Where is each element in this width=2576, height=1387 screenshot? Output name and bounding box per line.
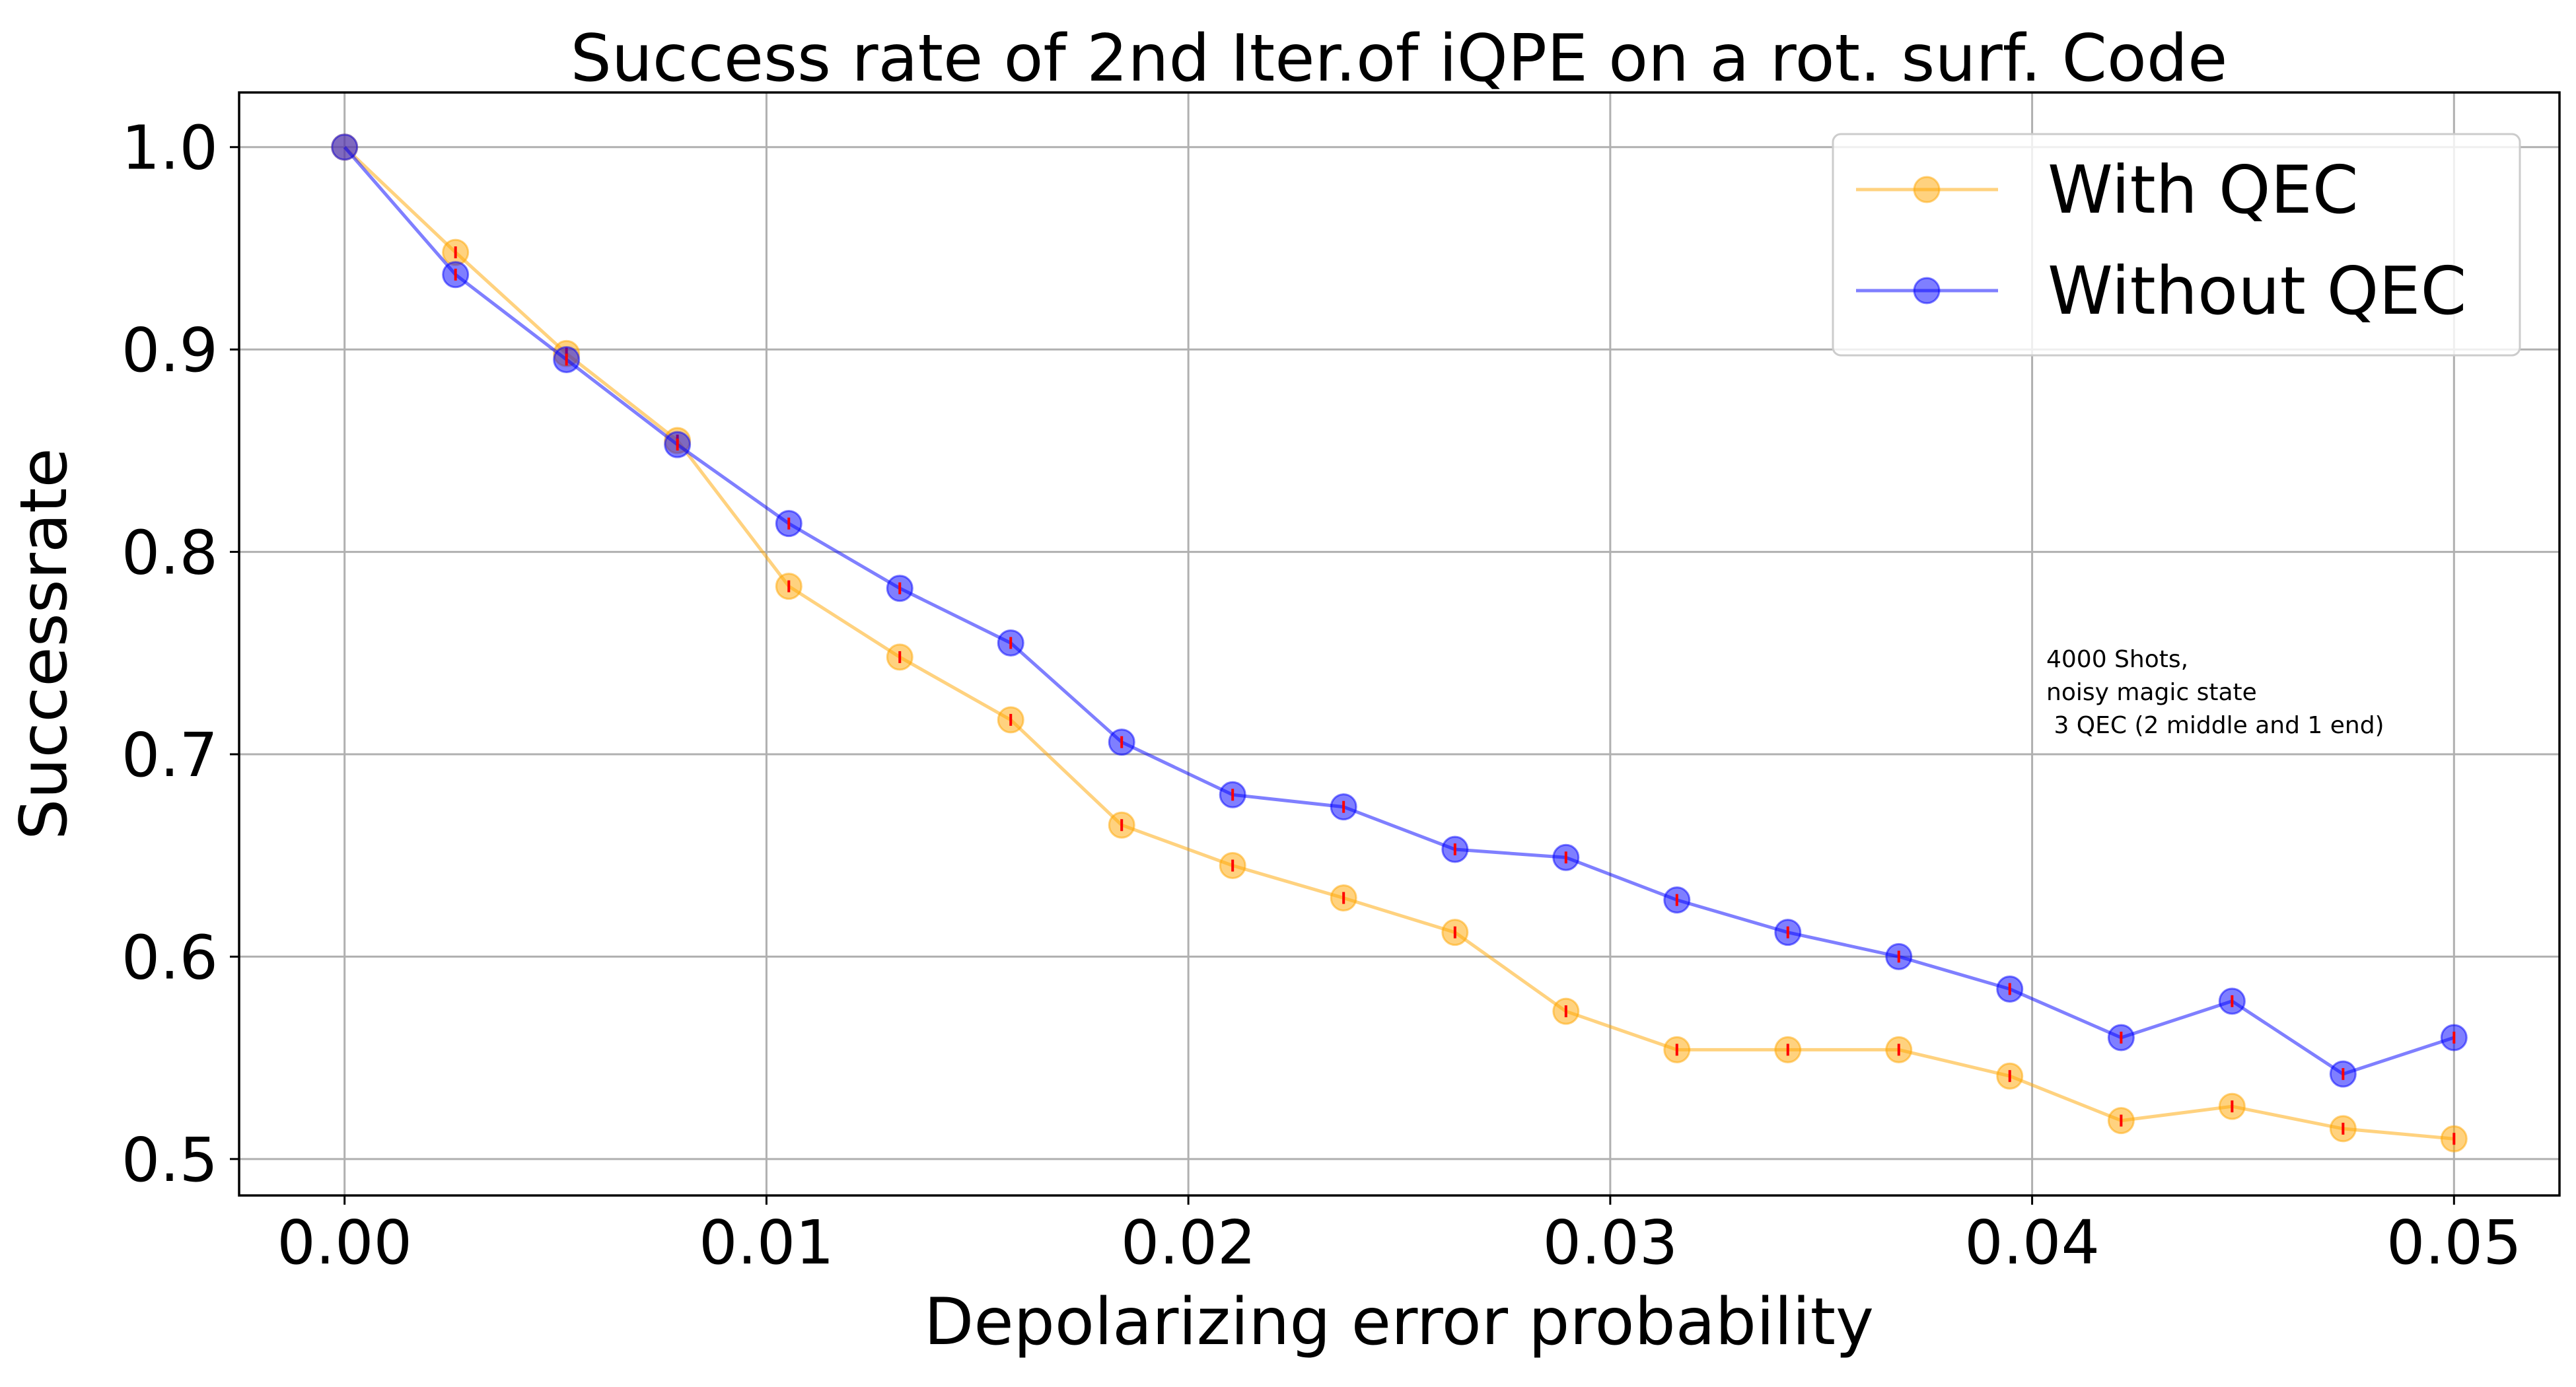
y-axis-label: Successrate <box>7 448 82 840</box>
y-tick-label: 1.0 <box>122 113 218 184</box>
legend-marker-with-qec <box>1913 176 1941 203</box>
legend-label-with-qec: With QEC <box>2048 151 2359 229</box>
data-point <box>331 133 359 161</box>
x-tick-label: 0.01 <box>699 1207 834 1278</box>
x-tick-label: 0.04 <box>1964 1207 2100 1278</box>
annotation-line: 3 QEC (2 middle and 1 end) <box>2046 712 2384 739</box>
annotation: 4000 Shots, noisy magic state 3 QEC (2 m… <box>2046 646 2384 739</box>
x-tick-label: 0.05 <box>2386 1207 2522 1278</box>
series-1 <box>331 133 2468 1088</box>
annotation-line: noisy magic state <box>2046 679 2257 706</box>
legend-frame <box>1832 133 2521 357</box>
series-layer <box>331 133 2468 1153</box>
ticks: 0.00 0.01 0.02 0.03 0.04 0.05 0.5 0.6 0.7 0.8 0.9 1… <box>122 113 2522 1278</box>
series-line <box>343 146 2455 1076</box>
y-tick-label: 0.6 <box>122 922 218 993</box>
y-tick-label: 0.8 <box>122 518 218 588</box>
series-line <box>343 145 2454 1141</box>
legend-label-without-qec: Without QEC <box>2048 252 2466 330</box>
annotation-line: 4000 Shots, <box>2046 646 2188 673</box>
plot-frame <box>238 91 2561 1197</box>
y-tick-label: 0.7 <box>122 720 218 791</box>
legend: With QEC Without QEC <box>1832 133 2521 357</box>
x-tick-label: 0.00 <box>277 1207 412 1278</box>
legend-marker-without-qec <box>1913 277 1941 304</box>
y-tick-label: 0.5 <box>122 1125 218 1195</box>
chart-title: Success rate of 2nd Iter.of iQPE on a ro… <box>571 21 2228 96</box>
y-tick-label: 0.9 <box>122 315 218 386</box>
x-tick-label: 0.03 <box>1542 1207 1678 1278</box>
x-tick-label: 0.02 <box>1121 1207 1256 1278</box>
x-axis-label: Depolarizing error probability <box>924 1285 1874 1360</box>
